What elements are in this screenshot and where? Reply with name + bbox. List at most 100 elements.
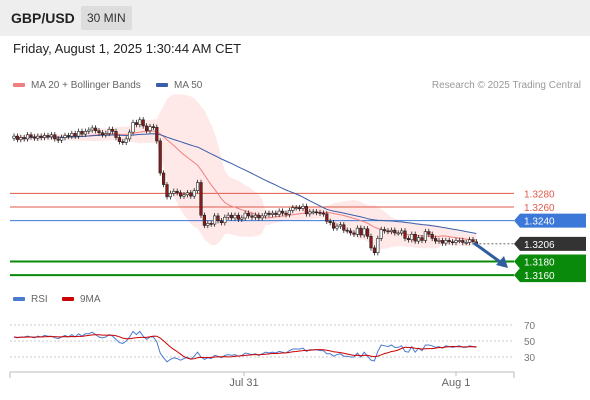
ma9-label: 9MA: [80, 294, 101, 305]
candle-body: [345, 229, 349, 232]
candle-body: [202, 214, 207, 226]
candle-body: [396, 232, 400, 235]
candle-body: [158, 140, 162, 174]
candle-body: [386, 230, 390, 233]
candle-body: [318, 212, 322, 214]
candle-body: [257, 214, 261, 219]
rsi-tick-50: 50: [524, 337, 536, 348]
candle-body: [56, 138, 60, 141]
candle-body: [277, 210, 281, 215]
rsi-line: [13, 330, 477, 363]
candle-body: [83, 131, 87, 135]
candle-body: [141, 119, 145, 127]
ma20-label: MA 20 + Bollinger Bands: [31, 80, 141, 91]
candle-body: [280, 210, 285, 214]
candle-body: [247, 212, 251, 217]
chart-header: GBP/USD 30 MIN: [0, 0, 590, 36]
candle-body: [121, 141, 125, 143]
candle-body: [338, 224, 343, 227]
candle-body: [450, 241, 455, 244]
candle-body: [250, 215, 254, 218]
candle-body: [314, 211, 319, 214]
candle-body: [185, 192, 190, 196]
candle-body: [19, 137, 23, 140]
candle-body: [325, 213, 329, 222]
x-tick-label: Aug 1: [442, 377, 471, 389]
ma50-line: [13, 133, 477, 234]
rsi-swatch: [13, 297, 25, 302]
candle-body: [111, 129, 115, 132]
candle-body: [461, 240, 465, 243]
candle-body: [148, 126, 152, 132]
rsi-ma9-line: [13, 334, 477, 360]
candle-body: [49, 134, 53, 138]
candle-body: [63, 135, 67, 138]
level-label-1.3180: 1.3180: [524, 258, 555, 269]
candle-body: [355, 227, 360, 235]
candle-body: [420, 237, 424, 241]
candle-body: [39, 135, 43, 138]
symbol-label: GBP/USD: [11, 10, 75, 26]
candle-body: [216, 215, 220, 221]
candle-body: [471, 239, 475, 243]
candle-body: [308, 211, 312, 215]
candle-body: [416, 237, 421, 242]
candle-body: [447, 240, 451, 243]
candle-body: [66, 135, 70, 137]
candle-body: [365, 228, 370, 237]
level-label-1.3160: 1.3160: [524, 271, 555, 282]
candle-body: [433, 238, 438, 242]
candle-body: [236, 214, 241, 220]
candle-body: [253, 214, 258, 218]
forecast-arrow: [473, 241, 504, 266]
candle-body: [454, 240, 458, 243]
candle-body: [168, 193, 173, 198]
candle-body: [467, 239, 472, 243]
candle-body: [70, 133, 74, 137]
current-price-label: 1.3206: [524, 240, 555, 251]
candle-body: [233, 214, 237, 219]
timeframe-badge[interactable]: 30 MIN: [81, 6, 132, 30]
candle-body: [342, 224, 346, 231]
candle-body: [87, 129, 91, 132]
candle-body: [97, 130, 101, 134]
candle-body: [406, 238, 411, 241]
candle-body: [230, 214, 234, 219]
candle-body: [260, 215, 264, 219]
candle-body: [162, 172, 166, 185]
current-price-tag: [514, 236, 586, 251]
candle-body: [12, 135, 16, 139]
candle-body: [393, 229, 397, 234]
candle-body: [192, 190, 196, 197]
candle-body: [59, 137, 64, 141]
candle-body: [263, 212, 268, 217]
candle-body: [199, 182, 203, 216]
candle-body: [304, 206, 309, 215]
candle-body: [413, 233, 417, 242]
candle-body: [36, 135, 40, 139]
candle-body: [430, 233, 434, 239]
legend-ma20: MA 20 + Bollinger Bands: [13, 80, 141, 91]
candle-body: [104, 133, 108, 136]
candle-body: [15, 135, 20, 140]
candle-body: [291, 207, 295, 211]
candle-body: [331, 222, 336, 229]
legend-rsi: RSI: [13, 294, 48, 305]
candle-body: [107, 129, 111, 134]
candle-body: [382, 229, 387, 232]
candle-body: [359, 227, 363, 236]
x-tick-label: Jul 31: [229, 377, 258, 389]
candle-body: [270, 212, 275, 215]
candle-body: [155, 127, 159, 142]
candle-body: [362, 228, 366, 236]
candle-body: [94, 127, 98, 132]
candle-body: [403, 230, 407, 239]
candle-body: [352, 232, 356, 235]
candle-body: [444, 240, 448, 244]
candle-body: [22, 137, 26, 140]
candle-body: [243, 212, 247, 219]
candle-body: [145, 125, 149, 132]
ma50-label: MA 50: [174, 80, 203, 91]
candle-body: [311, 211, 315, 214]
